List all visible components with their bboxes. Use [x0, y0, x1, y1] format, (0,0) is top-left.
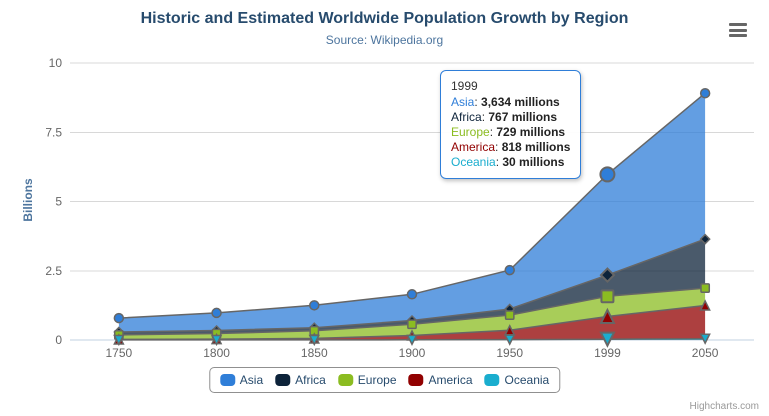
legend-swatch: [275, 374, 291, 386]
tooltip-header: 1999: [451, 79, 478, 93]
marker-asia-1999[interactable]: [599, 166, 616, 183]
y-axis-label: 10: [49, 56, 63, 70]
legend-swatch: [219, 374, 235, 386]
legend-label: Africa: [295, 373, 326, 387]
tooltip-series-name: America: [451, 140, 496, 154]
credits-link[interactable]: Highcharts.com: [689, 401, 759, 412]
marker-europe-1900[interactable]: [407, 319, 417, 330]
tooltip-series-name: Europe: [451, 125, 490, 139]
marker-oceania-1750[interactable]: [113, 334, 125, 347]
y-axis-label: 7.5: [45, 125, 62, 139]
marker-asia-2050[interactable]: [699, 87, 711, 99]
legend-item-africa[interactable]: Africa: [275, 373, 326, 387]
marker-europe-1999[interactable]: [600, 289, 615, 304]
y-axis-label: 5: [55, 195, 62, 209]
tooltip-row: Africa: 767 millions: [451, 110, 558, 124]
legend-swatch: [408, 374, 424, 386]
legend-swatch: [337, 374, 353, 386]
tooltip-row: Europe: 729 millions: [451, 125, 566, 139]
x-axis-label: 1800: [203, 346, 230, 360]
tooltip-value: 767 millions: [488, 110, 558, 124]
legend-label: Asia: [239, 373, 264, 387]
tooltip-value: 30 millions: [502, 155, 565, 169]
tooltip-series-name: Oceania: [451, 155, 496, 169]
legend-item-america[interactable]: America: [408, 373, 473, 387]
burger-bar: [729, 23, 747, 26]
x-axis-label: 1900: [399, 346, 426, 360]
marker-america-1999[interactable]: [599, 307, 616, 325]
burger-bar: [729, 34, 747, 37]
area-africa: [118, 239, 706, 335]
tooltip-series-name: Asia: [451, 95, 475, 109]
tooltip-value: 729 millions: [496, 125, 566, 139]
tooltip-row: Asia: 3,634 millions: [451, 95, 560, 109]
legend-label: Europe: [357, 373, 397, 387]
x-axis-label: 1850: [301, 346, 328, 360]
x-axis-label: 1999: [594, 346, 621, 360]
legend-item-europe[interactable]: Europe: [337, 373, 397, 387]
y-axis-label: 0: [55, 333, 62, 347]
tooltip-series-name: Africa: [451, 110, 482, 124]
marker-asia-1900[interactable]: [406, 289, 418, 300]
tooltip-value: 818 millions: [501, 140, 571, 154]
export-menu-icon[interactable]: [729, 23, 747, 37]
burger-bar: [729, 28, 747, 32]
tooltip-value: 3,634 millions: [481, 95, 560, 109]
marker-europe-1950[interactable]: [504, 310, 515, 320]
marker-asia-1750[interactable]: [113, 312, 125, 324]
tooltip-row: Oceania: 30 millions: [451, 155, 565, 169]
legend-item-oceania[interactable]: Oceania: [484, 373, 550, 387]
marker-asia-1800[interactable]: [211, 307, 222, 319]
x-axis-label: 2050: [692, 346, 719, 360]
legend-label: Oceania: [504, 373, 550, 387]
marker-oceania-1850[interactable]: [308, 334, 320, 347]
area-asia: [118, 93, 706, 332]
legend-swatch: [484, 374, 500, 386]
marker-europe-2050[interactable]: [700, 283, 711, 293]
legend-label: America: [428, 373, 473, 387]
chart-subtitle: Source: Wikipedia.org: [325, 33, 444, 47]
legend: Asia Africa Europe America Oceania: [208, 367, 561, 393]
y-axis-label: 2.5: [45, 264, 62, 278]
marker-oceania-1999[interactable]: [599, 331, 616, 348]
marker-america-2050[interactable]: [699, 299, 711, 311]
chart-title: Historic and Estimated Worldwide Populat…: [140, 10, 629, 27]
marker-oceania-1900[interactable]: [406, 334, 418, 347]
x-axis-label: 1750: [106, 346, 133, 360]
marker-asia-1950[interactable]: [504, 264, 515, 276]
legend-item-asia[interactable]: Asia: [219, 373, 264, 387]
area-america: [118, 305, 706, 340]
x-axis-label: 1950: [496, 346, 523, 360]
marker-asia-1850[interactable]: [309, 300, 320, 311]
marker-oceania-1950[interactable]: [504, 334, 516, 346]
tooltip: 1999 Asia: 3,634 millions Africa: 767 mi…: [440, 70, 582, 179]
marker-oceania-2050[interactable]: [699, 333, 711, 345]
marker-africa-2050[interactable]: [699, 233, 711, 245]
tooltip-row: America: 818 millions: [451, 140, 571, 154]
marker-oceania-1800[interactable]: [210, 334, 223, 347]
marker-africa-1999[interactable]: [599, 267, 616, 283]
